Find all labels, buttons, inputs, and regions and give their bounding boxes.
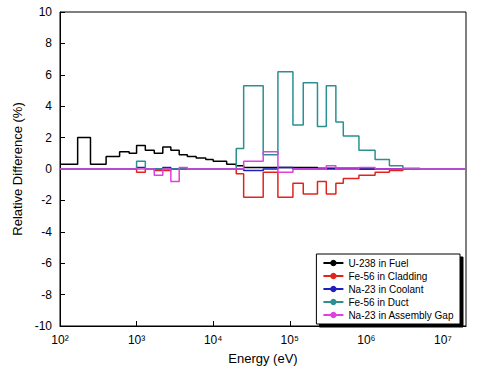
svg-text:4: 4	[45, 99, 52, 113]
svg-text:-6: -6	[41, 256, 52, 270]
svg-text:-2: -2	[41, 193, 52, 207]
svg-text:Relative Difference (%): Relative Difference (%)	[10, 102, 25, 235]
svg-text:10⁵: 10⁵	[281, 333, 299, 347]
svg-text:-8: -8	[41, 288, 52, 302]
svg-text:10²: 10²	[51, 333, 68, 347]
svg-text:2: 2	[45, 131, 52, 145]
svg-text:8: 8	[45, 36, 52, 50]
svg-text:-4: -4	[41, 225, 52, 239]
svg-text:-10: -10	[35, 319, 53, 333]
svg-text:Energy (eV): Energy (eV)	[228, 351, 297, 366]
svg-text:10³: 10³	[128, 333, 145, 347]
svg-text:U-238 in Fuel: U-238 in Fuel	[348, 258, 408, 269]
svg-text:Na-23 in Coolant: Na-23 in Coolant	[348, 284, 423, 295]
svg-text:10: 10	[39, 5, 53, 19]
svg-text:Fe-56 in Cladding: Fe-56 in Cladding	[348, 271, 427, 282]
svg-text:0: 0	[45, 162, 52, 176]
svg-text:10⁴: 10⁴	[204, 333, 223, 347]
svg-text:Na-23 in Assembly Gap: Na-23 in Assembly Gap	[348, 310, 453, 321]
svg-text:Fe-56 in Duct: Fe-56 in Duct	[348, 297, 408, 308]
svg-text:10⁶: 10⁶	[357, 333, 375, 347]
svg-text:10⁷: 10⁷	[434, 333, 452, 347]
svg-text:6: 6	[45, 68, 52, 82]
